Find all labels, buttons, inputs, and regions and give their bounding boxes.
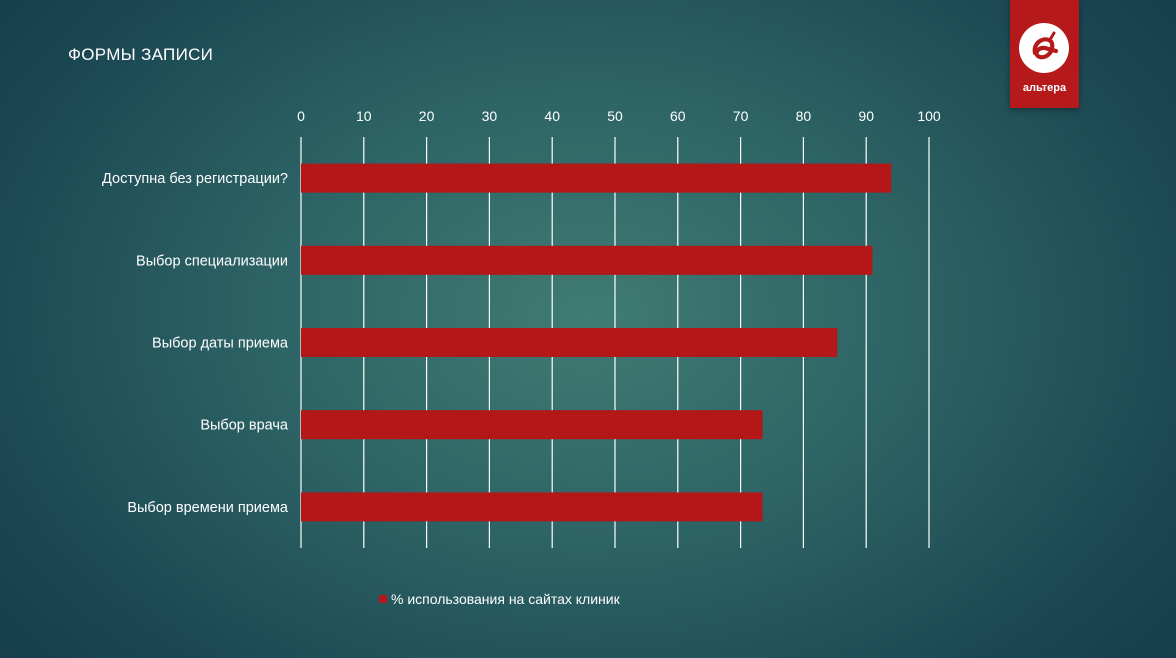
- x-tick-label: 90: [858, 108, 874, 124]
- category-label: Выбор специализации: [136, 253, 288, 269]
- x-tick-label: 70: [733, 108, 749, 124]
- x-tick-label: 20: [419, 108, 435, 124]
- category-label: Доступна без регистрации?: [102, 171, 288, 187]
- bar: [301, 410, 763, 439]
- x-tick-label: 30: [482, 108, 498, 124]
- bar: [301, 328, 837, 357]
- legend-label: % использования на сайтах клиник: [391, 591, 620, 607]
- legend-swatch: [379, 595, 387, 603]
- x-tick-label: 0: [297, 108, 305, 124]
- x-tick-label: 40: [544, 108, 560, 124]
- category-label: Выбор врача: [200, 418, 289, 434]
- x-tick-label: 80: [796, 108, 812, 124]
- x-tick-label: 100: [917, 108, 941, 124]
- bar: [301, 492, 763, 521]
- category-label: Выбор времени приема: [127, 500, 289, 516]
- x-tick-label: 10: [356, 108, 372, 124]
- category-label: Выбор даты приема: [152, 336, 289, 352]
- bar: [301, 246, 872, 275]
- x-tick-label: 50: [607, 108, 623, 124]
- x-tick-label: 60: [670, 108, 686, 124]
- bar: [301, 164, 891, 193]
- chart-legend: % использования на сайтах клиник: [379, 591, 620, 607]
